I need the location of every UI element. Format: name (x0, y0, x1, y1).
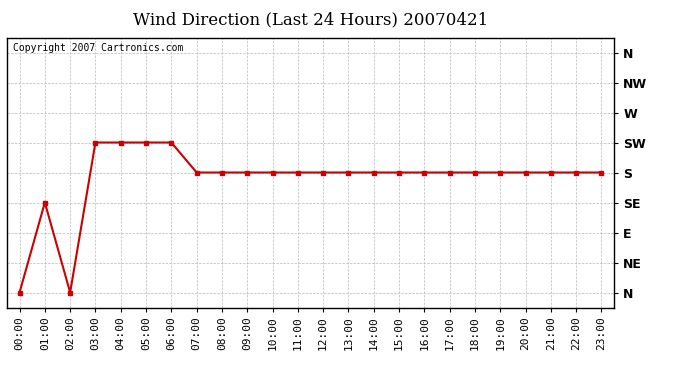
Text: Copyright 2007 Cartronics.com: Copyright 2007 Cartronics.com (13, 43, 184, 53)
Text: Wind Direction (Last 24 Hours) 20070421: Wind Direction (Last 24 Hours) 20070421 (133, 11, 488, 28)
